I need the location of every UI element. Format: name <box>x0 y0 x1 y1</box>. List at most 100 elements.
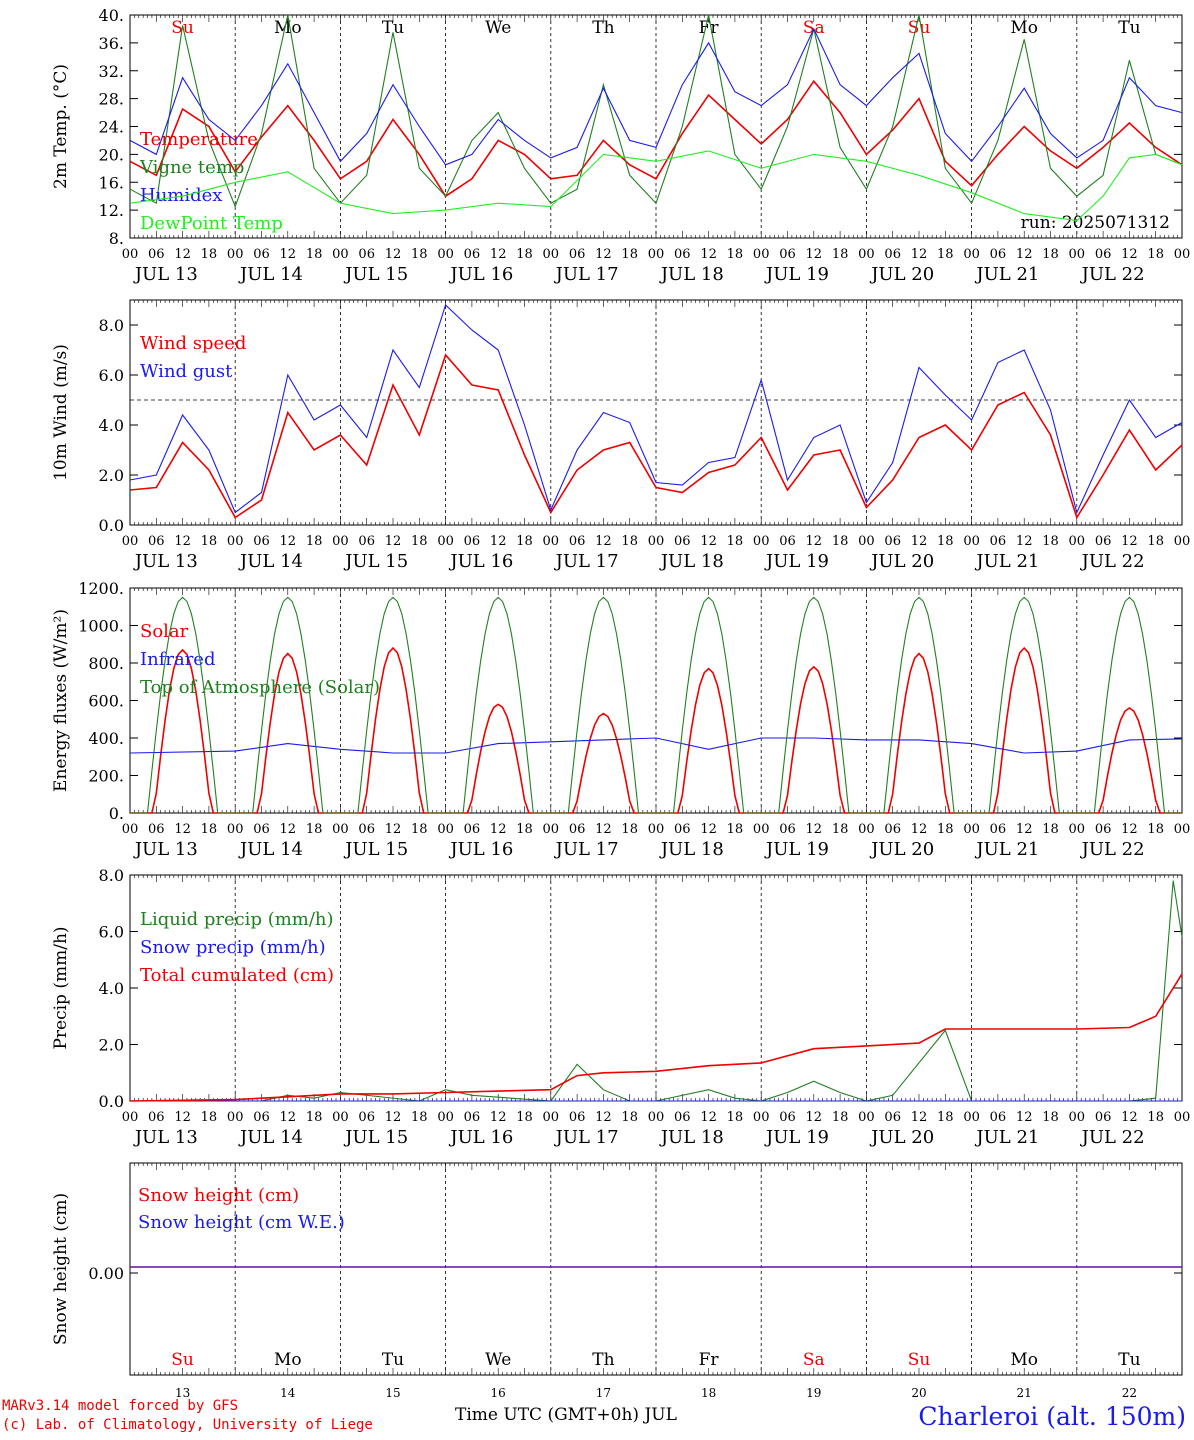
hour-label: 12 <box>806 822 823 837</box>
date-label: JUL 19 <box>764 551 829 572</box>
date-label: JUL 22 <box>1080 551 1145 572</box>
y-tick-label: 0.0 <box>99 516 124 535</box>
hour-label: 18 <box>516 247 533 262</box>
hour-label: 06 <box>884 247 901 262</box>
weekday-label: Mo <box>1010 1350 1038 1370</box>
hour-label: 00 <box>332 534 349 549</box>
legend-entry: Infrared <box>140 649 215 670</box>
panel-3: 0. 200. 400. 600. 800. 1000. 1200. Energy fluxe… <box>51 579 1190 860</box>
hour-label: 12 <box>174 534 191 549</box>
hour-label: 00 <box>648 534 665 549</box>
hour-label: 18 <box>516 822 533 837</box>
hour-label: 12 <box>174 1110 191 1125</box>
hour-label: 18 <box>1042 534 1059 549</box>
y-tick-label: 4.0 <box>99 979 124 998</box>
hour-label: 06 <box>569 534 586 549</box>
y-tick-label: 6.0 <box>99 923 124 942</box>
hour-label: 06 <box>148 534 165 549</box>
series-line-vigne-temp <box>129 14 1183 209</box>
hour-label: 06 <box>990 534 1007 549</box>
y-tick-label: 32. <box>99 62 124 81</box>
series-line-infrared <box>129 737 1183 754</box>
hour-label: 18 <box>621 1110 638 1125</box>
hour-label: 12 <box>280 822 297 837</box>
hour-label: 18 <box>1042 822 1059 837</box>
hour-label: 18 <box>516 534 533 549</box>
legend-entry: Snow height (cm W.E.) <box>138 1212 345 1233</box>
hour-label: 06 <box>358 822 375 837</box>
weekday-label: Mo <box>1010 18 1038 38</box>
hour-label: 18 <box>621 534 638 549</box>
y-tick-label: 12. <box>99 201 124 220</box>
date-label: JUL 17 <box>554 551 619 572</box>
hour-label: 06 <box>674 1110 691 1125</box>
day-number: 16 <box>491 1386 506 1400</box>
hour-label: 18 <box>937 822 954 837</box>
hour-label: 18 <box>1147 534 1164 549</box>
hour-label: 12 <box>911 1110 928 1125</box>
hour-label: 06 <box>569 1110 586 1125</box>
date-label: JUL 22 <box>1080 264 1145 285</box>
y-tick-label: 2.0 <box>99 466 124 485</box>
date-label: JUL 22 <box>1080 839 1145 860</box>
hour-label: 12 <box>595 247 612 262</box>
hour-label: 12 <box>280 534 297 549</box>
day-number: 20 <box>911 1386 926 1400</box>
y-axis-label: 10m Wind (m/s) <box>51 344 71 481</box>
hour-label: 12 <box>385 822 402 837</box>
hour-label: 06 <box>884 1110 901 1125</box>
hour-label: 06 <box>1095 247 1112 262</box>
hour-label: 06 <box>464 534 481 549</box>
weekday-label: Su <box>908 1350 931 1370</box>
panel-5: 0.00 Snow height (cm) Su Mo Tu We Th Fr Sa Su Mo Tu… <box>51 1162 1183 1400</box>
y-tick-label: 0.00 <box>88 1264 124 1283</box>
hour-label: 00 <box>1174 1110 1191 1125</box>
y-tick-label: 1200. <box>78 579 124 598</box>
y-axis-label: Snow height (cm) <box>51 1193 71 1345</box>
y-tick-label: 6.0 <box>99 366 124 385</box>
day-number: 22 <box>1122 1386 1137 1400</box>
hour-label: 06 <box>569 822 586 837</box>
y-tick-label: 8.0 <box>99 866 124 885</box>
hour-label: 18 <box>411 822 428 837</box>
hour-label: 00 <box>1174 534 1191 549</box>
hour-label: 00 <box>437 822 454 837</box>
hour-label: 18 <box>411 247 428 262</box>
hour-label: 18 <box>1147 1110 1164 1125</box>
hour-label: 00 <box>437 534 454 549</box>
hour-label: 18 <box>832 1110 849 1125</box>
date-label: JUL 18 <box>659 1127 724 1148</box>
hour-label: 12 <box>490 1110 507 1125</box>
weekday-label: Fr <box>699 18 720 38</box>
date-label: JUL 18 <box>659 264 724 285</box>
hour-label: 00 <box>437 247 454 262</box>
hour-label: 18 <box>937 1110 954 1125</box>
y-tick-label: 24. <box>99 118 124 137</box>
date-label: JUL 15 <box>343 1127 408 1148</box>
hour-label: 12 <box>700 534 717 549</box>
weekday-label: We <box>485 1350 511 1370</box>
hour-label: 18 <box>306 822 323 837</box>
hour-label: 00 <box>332 1110 349 1125</box>
hour-label: 06 <box>779 1110 796 1125</box>
hour-label: 06 <box>884 822 901 837</box>
hour-label: 12 <box>700 822 717 837</box>
hour-label: 12 <box>700 247 717 262</box>
hour-label: 06 <box>148 822 165 837</box>
hour-label: 06 <box>253 1110 270 1125</box>
hour-label: 12 <box>1016 534 1033 549</box>
legend-entry: Wind gust <box>140 361 233 382</box>
legend-entry: Total cumulated (cm) <box>140 965 334 986</box>
legend-entry: Vigne temp <box>139 157 244 178</box>
weekday-label: Mo <box>274 18 302 38</box>
panel-frame <box>129 587 1183 814</box>
hour-label: 12 <box>595 822 612 837</box>
hour-label: 18 <box>727 822 744 837</box>
y-tick-label: 600. <box>88 692 124 711</box>
hour-label: 12 <box>911 247 928 262</box>
hour-label: 00 <box>753 1110 770 1125</box>
series-line-wind-gust <box>129 303 1183 515</box>
date-label: JUL 13 <box>133 264 198 285</box>
hour-label: 06 <box>1095 534 1112 549</box>
